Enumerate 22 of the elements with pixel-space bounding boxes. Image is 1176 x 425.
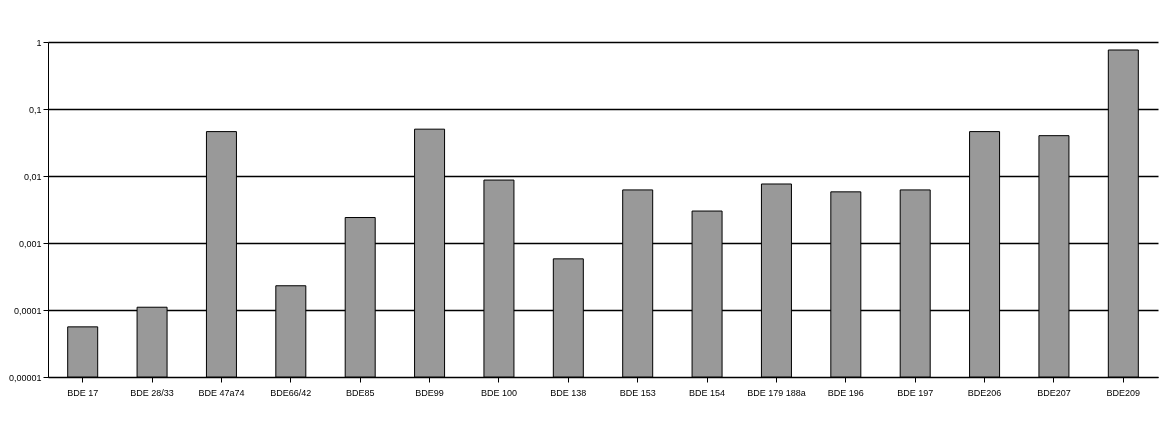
y-tick-label: 0,00001 (8, 372, 42, 383)
x-tick-label: BDE 100 (480, 387, 517, 398)
y-tick-label: 0,01 (23, 171, 42, 182)
x-tick-label: BDE 179 188a (747, 387, 806, 398)
x-tick-label: BDE209 (1106, 387, 1141, 398)
x-tick-label: BDE 17 (67, 387, 99, 398)
x-tick-label: BDE 138 (550, 387, 587, 398)
x-tick-label: BDE 154 (689, 387, 726, 398)
x-tick-label: BDE206 (967, 387, 1002, 398)
x-tick-label: BDE 197 (897, 387, 934, 398)
x-tick-label: BDE 47a74 (198, 387, 245, 398)
x-tick-label: BDE 28/33 (130, 387, 174, 398)
x-tick-label: BDE 153 (619, 387, 656, 398)
y-tick-label: 0,0001 (13, 305, 42, 316)
x-tick-label: BDE85 (345, 387, 375, 398)
x-tick-label: BDE207 (1037, 387, 1071, 398)
x-tick-label: BDE 196 (827, 387, 864, 398)
y-tick-label: 0,001 (18, 238, 42, 249)
y-tick-label: 0,1 (28, 104, 42, 115)
x-tick-label: BDE66/42 (270, 387, 312, 398)
y-tick-label: 1 (36, 37, 42, 48)
x-tick-label: BDE99 (415, 387, 444, 398)
